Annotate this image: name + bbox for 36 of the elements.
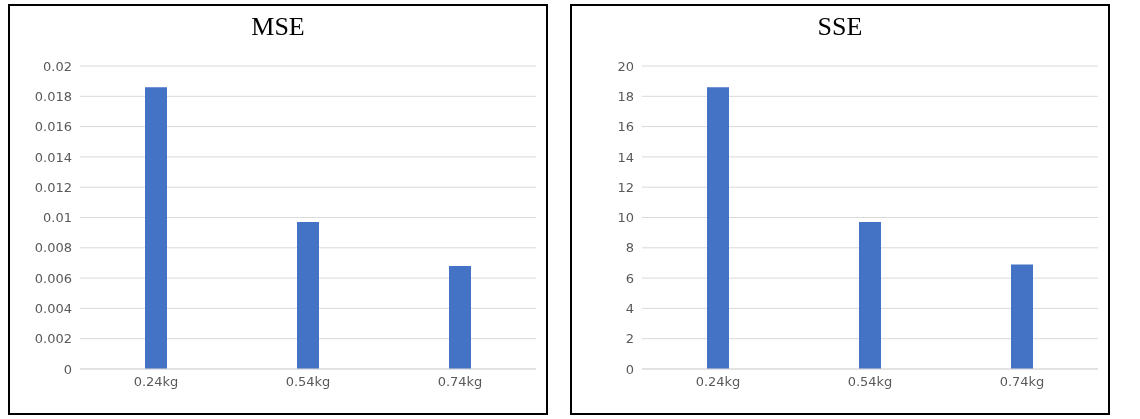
y-tick-label: 0.02 [43,58,72,74]
x-tick-label: 0.74kg [437,374,483,390]
y-tick-label: 0 [625,361,634,377]
x-tick-label: 0.54kg [285,374,331,390]
bar [859,222,881,369]
y-tick-label: 18 [617,88,634,104]
x-tick-label: 0.54kg [847,374,893,390]
bar [707,87,729,369]
x-tick-label: 0.24kg [133,374,179,390]
y-tick-label: 6 [625,270,634,286]
bar [449,265,471,369]
y-tick-label: 10 [617,210,634,226]
y-tick-label: 2 [625,331,634,347]
chart-title: MSE [250,12,306,42]
y-tick-label: 0.004 [34,301,72,317]
y-tick-label: 0 [63,361,72,377]
y-tick-label: 14 [617,149,634,165]
y-tick-label: 4 [625,301,634,317]
y-tick-label: 0.014 [34,149,72,165]
y-tick-label: 0.018 [34,88,72,104]
x-tick-label: 0.74kg [999,374,1045,390]
y-tick-label: 0.01 [43,210,72,226]
bar [297,222,319,369]
y-tick-label: 16 [617,119,634,135]
y-tick-label: 20 [617,58,634,74]
y-tick-label: 0.006 [34,270,72,286]
y-tick-label: 12 [617,179,634,195]
bar [145,87,167,369]
y-tick-label: 0.008 [34,240,72,256]
y-tick-label: 0.002 [34,331,72,347]
y-tick-label: 0.012 [34,179,72,195]
y-tick-label: 0.016 [34,119,72,135]
bar [1011,264,1033,369]
y-tick-label: 8 [625,240,634,256]
chart-title: SSE [816,12,864,42]
x-tick-label: 0.24kg [695,374,741,390]
